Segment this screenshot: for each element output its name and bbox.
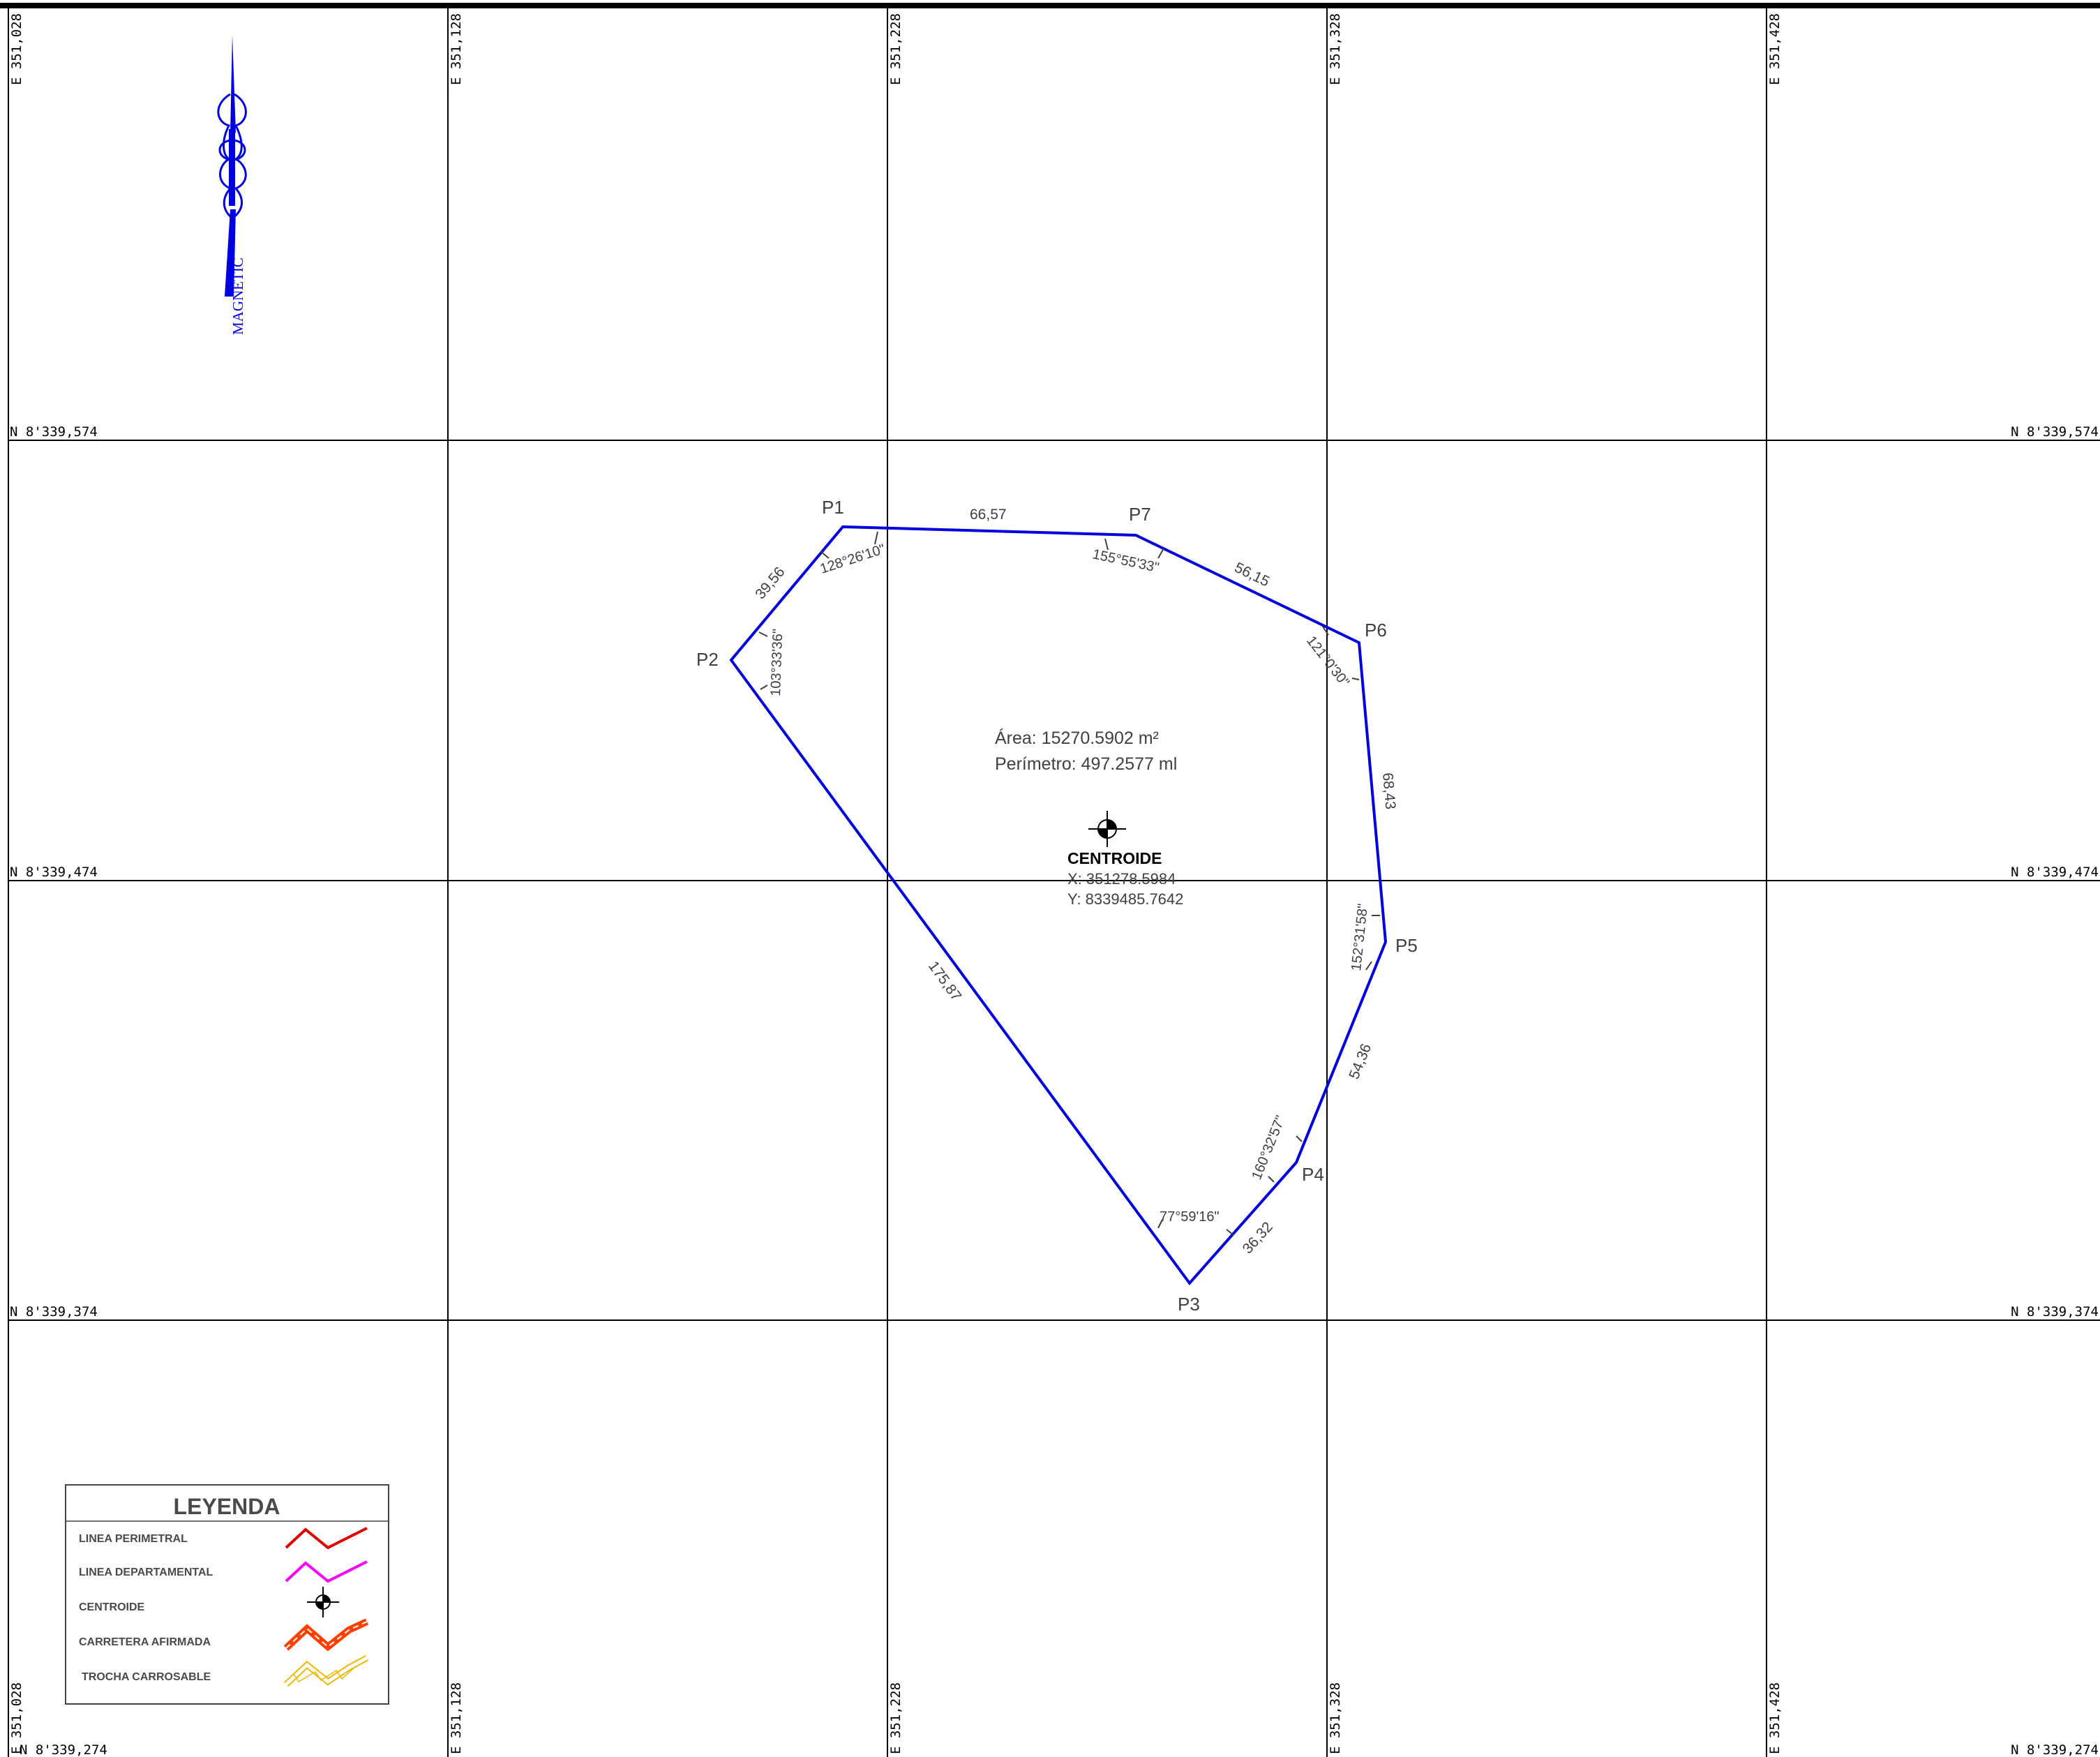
centroid-x: X: 351278.5984 (1067, 870, 1176, 888)
angle-label: 128°26'10" (818, 541, 887, 577)
top-border (0, 3, 2100, 8)
northing-label: N 8'339,574 (2011, 424, 2099, 440)
angle-label: 121°0'30" (1303, 634, 1352, 690)
coordinate-grid (8, 8, 2100, 1757)
angle-ticks (758, 531, 1380, 1236)
angle-label: 152°31'58" (1349, 903, 1371, 972)
northing-label: N 8'339,374 (2011, 1304, 2099, 1319)
legend-item-label: TROCHA CARROSABLE (82, 1671, 211, 1683)
angle-label: 103°33'36" (768, 629, 786, 696)
angle-tick (1157, 548, 1164, 559)
easting-label: E 351,428 (1767, 1682, 1783, 1754)
north-arrow-loop (218, 139, 246, 161)
angle-tick (1104, 538, 1109, 551)
angle-tick (874, 531, 878, 545)
easting-label: E 351,328 (1328, 13, 1343, 85)
angle-tick (1226, 1229, 1234, 1236)
angle-tick (760, 685, 768, 690)
easting-labels-bottom: E 351,028 E 351,128 E 351,228 E 351,328 … (9, 1682, 1783, 1754)
side-length-label: 68,43 (1379, 772, 1398, 809)
easting-label: E 351,328 (1328, 1682, 1343, 1754)
zigzag-line-icon (285, 1560, 368, 1583)
legend-item-label: LINEA PERIMETRAL (79, 1533, 188, 1545)
angle-tick (1157, 1219, 1163, 1229)
side-length-label: 36,32 (1240, 1219, 1276, 1257)
easting-label: E 351,128 (449, 1682, 464, 1754)
northing-label: N 8'339,574 (10, 424, 98, 440)
angle-tick (1322, 626, 1329, 636)
angle-tick (1268, 1176, 1275, 1183)
vertex-label-p1: P1 (822, 497, 844, 518)
vertex-label-p7: P7 (1129, 504, 1151, 525)
legend-item-label: LINEA DEPARTAMENTAL (79, 1567, 213, 1578)
north-arrow-needle (230, 35, 236, 133)
northing-labels-right: N 8'339,574 N 8'339,474 N 8'339,374 N 8'… (2011, 424, 2099, 1757)
side-length-label: 54,36 (1346, 1042, 1374, 1082)
legend-title: LEYENDA (174, 1494, 280, 1519)
side-length-label: 66,57 (970, 507, 1007, 523)
angle-tick (1351, 678, 1360, 680)
easting-label: E 351,028 (9, 13, 24, 85)
track-icon (283, 1655, 369, 1687)
parcel-boundary (729, 525, 1388, 1286)
perimeter-label: Perímetro: 497.2577 ml (995, 754, 1177, 774)
side-length-label: 175,87 (925, 958, 964, 1003)
road-icon (283, 1618, 369, 1652)
angle-label: 160°32'57" (1249, 1114, 1289, 1182)
easting-labels-top: E 351,028 E 351,128 E 351,228 E 351,328 … (9, 13, 1783, 85)
easting-label: E 351,128 (449, 13, 464, 85)
area-perimeter: Área: 15270.5902 m² Perímetro: 497.2577 … (995, 728, 1177, 774)
easting-label: E 351,028 (9, 1682, 24, 1754)
northing-label: N 8'339,374 (10, 1304, 98, 1319)
north-arrow-shaft (229, 129, 235, 206)
vertex-label-p2: P2 (696, 649, 719, 670)
centroid-title: CENTROIDE (1067, 849, 1162, 867)
northing-label: N 8'339,474 (2011, 865, 2099, 880)
angle-label: 155°55'33" (1091, 546, 1160, 576)
north-arrow-label: MAGNETIC (230, 257, 246, 335)
centroid-icon (307, 1587, 339, 1617)
northing-labels-left: N 8'339,574 N 8'339,474 N 8'339,374 N 8'… (10, 424, 107, 1757)
angle-tick (758, 631, 768, 637)
angle-tick (820, 551, 830, 559)
vertex-labels: P1 P7 P6 P5 P4 P3 P2 (696, 497, 1418, 1315)
centroid-icon (1088, 811, 1126, 847)
vertex-label-p5: P5 (1395, 935, 1418, 956)
northing-label: N 8'339,474 (10, 865, 98, 880)
angle-tick (1365, 961, 1372, 971)
north-arrow-tail (225, 209, 236, 297)
angle-tick (1296, 1135, 1303, 1142)
northing-label: N 8'339,274 (2011, 1742, 2099, 1757)
vertex-label-p4: P4 (1302, 1164, 1324, 1185)
angle-label: 77°59'16" (1160, 1209, 1220, 1225)
northing-label: N 8'339,274 (20, 1742, 107, 1757)
easting-label: E 351,228 (888, 1682, 903, 1754)
centroid-y: Y: 8339485.7642 (1067, 890, 1183, 908)
easting-label: E 351,428 (1767, 13, 1783, 85)
zigzag-line-icon (285, 1527, 368, 1550)
area-label: Área: 15270.5902 m² (995, 728, 1159, 748)
legend-item-label: CENTROIDE (79, 1601, 145, 1613)
vertex-label-p6: P6 (1365, 620, 1387, 641)
easting-label: E 351,228 (888, 13, 903, 85)
north-arrow-icon: MAGNETIC (217, 35, 247, 335)
vertex-label-p3: P3 (1178, 1294, 1200, 1315)
legend-item-label: CARRETERA AFIRMADA (79, 1636, 211, 1648)
legend: LEYENDA LINEA PERIMETRAL LINEA DEPARTAME… (65, 1484, 389, 1705)
